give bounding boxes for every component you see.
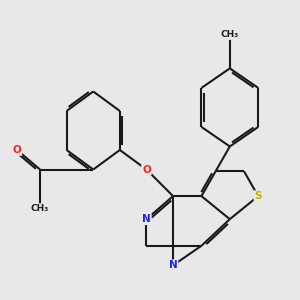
Text: S: S — [254, 191, 262, 201]
Text: O: O — [13, 145, 21, 155]
Text: O: O — [142, 164, 151, 175]
Text: N: N — [142, 214, 151, 224]
Text: CH₃: CH₃ — [221, 30, 239, 39]
Text: CH₃: CH₃ — [31, 204, 49, 213]
Text: N: N — [169, 260, 177, 270]
